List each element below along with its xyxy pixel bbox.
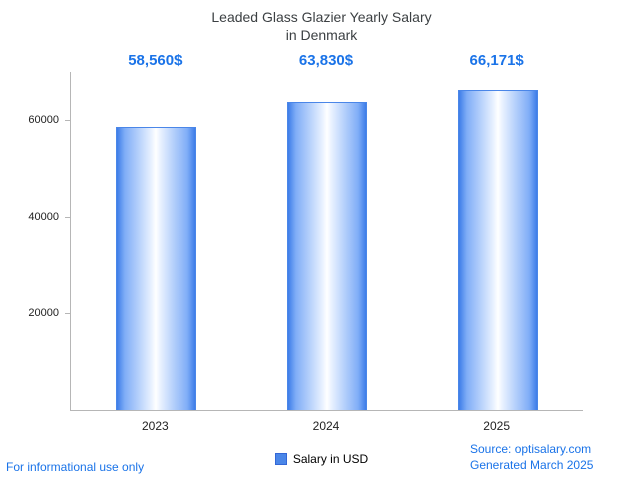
x-axis-label-2024: 2024 <box>312 419 340 433</box>
generated-text: Generated March 2025 <box>470 458 594 472</box>
y-axis: 20000 40000 60000 <box>0 72 70 410</box>
value-label-2024: 63,830$ <box>298 52 354 69</box>
y-tick-label-40000: 40000 <box>28 211 59 223</box>
value-labels-row: 58,560$ 63,830$ 66,171$ <box>70 52 582 72</box>
chart-title: Leaded Glass Glazier Yearly Salary in De… <box>0 8 643 44</box>
bar-2023 <box>116 127 197 410</box>
y-tick-label-60000: 60000 <box>28 114 59 126</box>
legend-marker-icon <box>274 453 287 465</box>
y-tick-mark <box>65 120 70 121</box>
y-tick-mark <box>65 217 70 218</box>
source-info: Source: optisalary.com Generated March 2… <box>470 441 593 473</box>
x-axis-label-2023: 2023 <box>141 419 169 433</box>
bar-2024 <box>287 102 367 410</box>
value-label-2023: 58,560$ <box>128 52 183 69</box>
legend-label: Salary in USD <box>292 452 369 466</box>
disclaimer-text: For informational use only <box>6 460 145 474</box>
bar-2025 <box>457 90 538 410</box>
plot-area <box>70 72 583 411</box>
chart-title-line1: Leaded Glass Glazier Yearly Salary <box>211 9 432 25</box>
value-label-2025: 66,171$ <box>469 52 524 69</box>
y-tick-label-20000: 20000 <box>28 307 59 319</box>
x-axis-labels: 2023 2024 2025 <box>70 419 582 435</box>
legend: Salary in USD <box>0 452 643 466</box>
x-axis-label-2025: 2025 <box>483 419 511 433</box>
chart-title-line2: in Denmark <box>285 27 358 43</box>
source-link[interactable]: Source: optisalary.com <box>470 442 592 456</box>
y-tick-mark <box>65 313 70 314</box>
